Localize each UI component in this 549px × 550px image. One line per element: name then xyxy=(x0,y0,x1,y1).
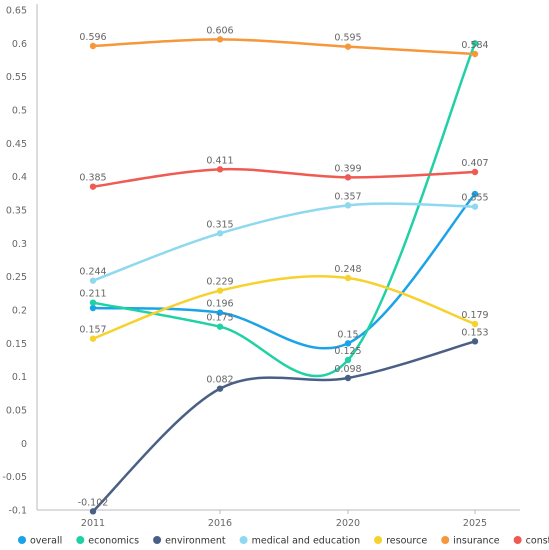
y-tick-label-3: 0.05 xyxy=(6,406,27,417)
series-line-environment xyxy=(92,340,476,513)
data-label-medical-and-education-1: 0.315 xyxy=(206,219,233,230)
y-tick-label-0: -0.1 xyxy=(8,506,27,517)
y-tick-label-12: 0.5 xyxy=(12,106,27,117)
y-tick-label-6: 0.2 xyxy=(12,306,27,317)
data-point-construction-2 xyxy=(344,174,352,181)
data-point-resource-0 xyxy=(89,335,97,342)
y-tick-label-1: -0.05 xyxy=(2,472,27,483)
data-point-construction-0 xyxy=(89,183,97,190)
data-label-overall-2: 0.15 xyxy=(337,329,358,340)
data-point-environment-2 xyxy=(344,374,352,382)
series-line-construction xyxy=(92,167,476,188)
data-label-construction-2: 0.399 xyxy=(334,163,361,174)
data-label-resource-1: 0.229 xyxy=(206,277,233,288)
legend-marker-construction xyxy=(513,536,522,544)
data-point-overall-0 xyxy=(89,304,97,312)
y-tick-label-9: 0.35 xyxy=(6,206,27,217)
series-line-overall xyxy=(92,193,476,350)
data-label-environment-2: 0.098 xyxy=(334,364,361,375)
data-label-overall-1: 0.196 xyxy=(206,299,233,310)
data-point-overall-3 xyxy=(471,190,479,198)
y-tick-label-10: 0.4 xyxy=(12,172,27,183)
data-point-economics-3 xyxy=(471,40,479,47)
legend-marker-medical-and-education xyxy=(239,536,248,544)
data-point-medical-and-education-1 xyxy=(216,230,224,237)
y-tick-label-4: 0.1 xyxy=(12,372,27,383)
data-label-economics-0: 0.211 xyxy=(79,289,106,300)
data-point-overall-1 xyxy=(216,309,224,316)
data-label-economics-2: 0.125 xyxy=(334,346,361,357)
data-label-environment-1: 0.082 xyxy=(206,375,233,386)
x-tick-label-0: 2011 xyxy=(81,518,105,529)
legend-marker-economics xyxy=(76,536,85,544)
legend-marker-resource xyxy=(374,536,383,544)
data-point-insurance-1 xyxy=(216,36,224,43)
data-label-resource-3: 0.179 xyxy=(461,310,488,321)
series-line-economics xyxy=(92,42,477,378)
data-label-construction-0: 0.385 xyxy=(79,173,106,184)
legend-label-insurance: insurance xyxy=(453,536,500,547)
data-label-construction-3: 0.407 xyxy=(461,158,488,169)
y-tick-label-11: 0.45 xyxy=(6,139,27,150)
data-label-resource-2: 0.248 xyxy=(334,264,361,275)
x-tick-label-1: 2016 xyxy=(208,518,232,529)
legend-label-economics: economics xyxy=(88,536,139,547)
data-point-construction-1 xyxy=(216,166,224,173)
data-label-insurance-0: 0.596 xyxy=(79,32,106,43)
legend-label-construction: construction xyxy=(526,536,549,547)
data-point-resource-1 xyxy=(216,287,224,294)
data-point-medical-and-education-0 xyxy=(89,277,97,284)
data-label-insurance-1: 0.606 xyxy=(206,25,233,36)
data-point-resource-3 xyxy=(471,320,479,328)
y-tick-label-14: 0.6 xyxy=(12,39,27,50)
legend-label-environment: environment xyxy=(165,536,226,547)
x-tick-label-2: 2020 xyxy=(336,518,360,529)
series-line-medical-and-education xyxy=(92,202,476,282)
y-tick-label-13: 0.55 xyxy=(6,72,27,83)
data-point-economics-1 xyxy=(216,323,224,330)
data-label-insurance-3: 0.584 xyxy=(461,40,488,51)
data-point-medical-and-education-3 xyxy=(471,203,479,210)
legend-marker-insurance xyxy=(441,536,450,544)
x-tick-label-3: 2025 xyxy=(463,518,487,529)
data-label-resource-0: 0.157 xyxy=(79,325,106,336)
y-tick-label-5: 0.15 xyxy=(6,339,27,350)
data-label-construction-1: 0.411 xyxy=(206,155,233,166)
series-line-resource xyxy=(92,274,476,340)
data-point-economics-0 xyxy=(89,299,97,306)
data-point-environment-0 xyxy=(89,508,97,515)
y-tick-label-7: 0.25 xyxy=(6,272,27,283)
data-label-economics-1: 0.175 xyxy=(206,313,233,324)
legend-marker-overall xyxy=(18,536,26,544)
data-point-medical-and-education-2 xyxy=(344,202,352,209)
legend-marker-environment xyxy=(153,536,162,544)
y-tick-label-8: 0.3 xyxy=(12,239,27,250)
data-label-medical-and-education-0: 0.244 xyxy=(79,267,106,278)
legend-label-overall: overall xyxy=(30,536,62,547)
data-point-resource-2 xyxy=(344,274,352,282)
data-point-environment-1 xyxy=(216,385,224,392)
legend-label-resource: resource xyxy=(386,536,427,547)
data-label-medical-and-education-3: 0.355 xyxy=(461,193,488,204)
data-point-insurance-0 xyxy=(89,42,97,50)
legend-label-medical-and-education: medical and education xyxy=(252,536,361,547)
y-tick-label-2: 0 xyxy=(21,439,27,450)
data-point-overall-2 xyxy=(344,340,352,347)
data-label-medical-and-education-2: 0.357 xyxy=(334,191,361,202)
data-point-environment-3 xyxy=(471,338,479,345)
data-point-construction-3 xyxy=(471,168,479,176)
data-label-insurance-2: 0.595 xyxy=(334,33,361,44)
data-point-insurance-3 xyxy=(471,50,479,58)
data-point-economics-2 xyxy=(344,356,352,364)
data-label-environment-0: -0.102 xyxy=(78,497,109,508)
series-line-insurance xyxy=(92,38,476,56)
data-label-environment-3: 0.153 xyxy=(461,327,488,338)
y-tick-label-15: 0.65 xyxy=(6,6,27,17)
data-point-insurance-2 xyxy=(344,43,352,50)
